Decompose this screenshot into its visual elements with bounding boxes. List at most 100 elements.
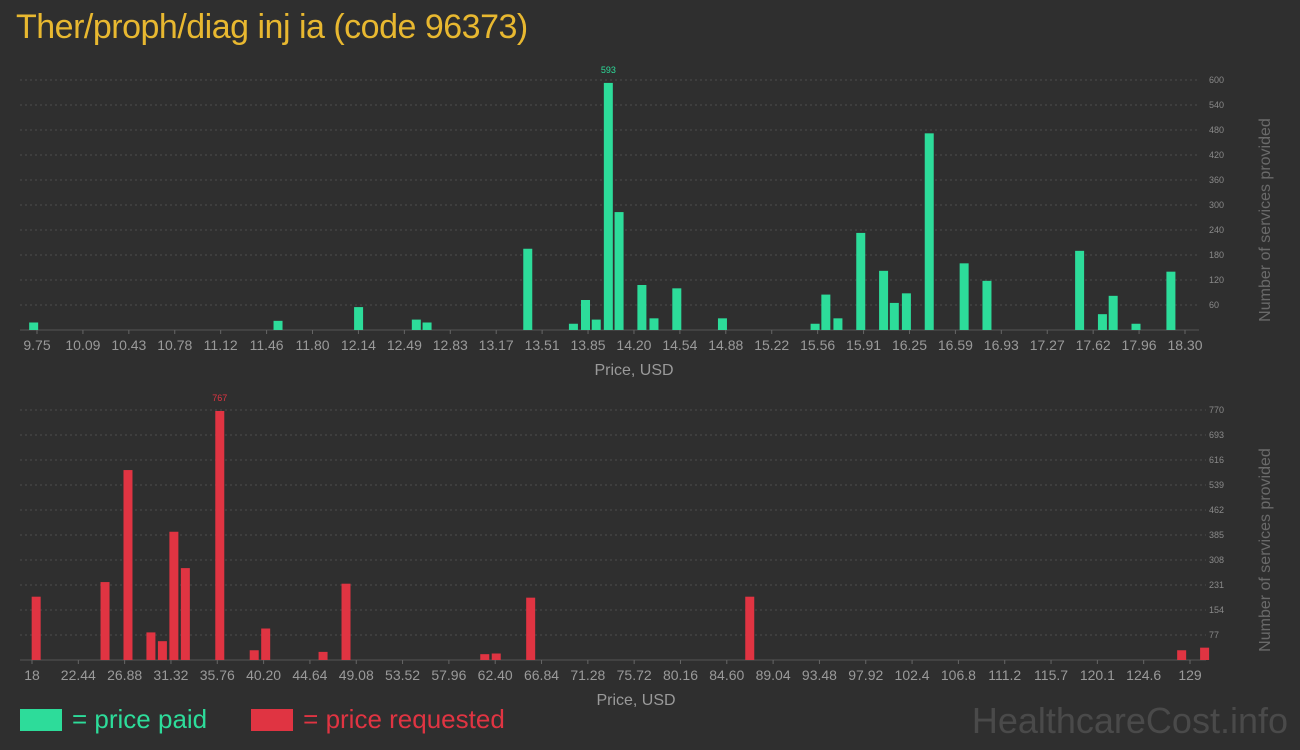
x-tick-label: 75.72 [617, 667, 652, 683]
x-tick-label: 53.52 [385, 667, 420, 683]
y-tick-label: 154 [1209, 605, 1224, 615]
bar [411, 319, 421, 330]
bar [157, 641, 167, 660]
x-tick-label: 62.40 [478, 667, 513, 683]
y-tick-label: 539 [1209, 480, 1224, 490]
paid-histogram: 60 120 180 240 300 360 420 480 540 600 9.75 10.09 10… [20, 65, 1274, 379]
x-tick-label: 80.16 [663, 667, 698, 683]
chart-title: Ther/proph/diag inj ia (code 96373) [16, 8, 528, 46]
x-tick-label: 13.17 [479, 337, 514, 353]
bar [1177, 650, 1187, 660]
y-tick-label: 693 [1209, 430, 1224, 440]
bar [341, 583, 351, 660]
bar [568, 323, 578, 330]
legend-swatch-requested [251, 708, 294, 731]
bar [180, 568, 190, 660]
y-tick-label: 300 [1209, 200, 1224, 210]
bar [31, 596, 41, 660]
y-tick-label: 616 [1209, 455, 1224, 465]
bar [318, 651, 328, 660]
x-tick-label: 71.28 [570, 667, 605, 683]
x-tick-label: 11.12 [204, 337, 238, 353]
x-tick-label: 84.60 [709, 667, 744, 683]
bar [249, 650, 259, 660]
max-value-label: 593 [601, 65, 616, 75]
bar [672, 288, 682, 330]
y-tick-label: 480 [1209, 125, 1224, 135]
x-tick-label: 106.8 [941, 667, 976, 683]
x-tick-label: 16.59 [938, 337, 973, 353]
x-tick-label: 120.1 [1080, 667, 1115, 683]
y-tick-label: 60 [1209, 300, 1219, 310]
x-tick-label: 12.49 [387, 337, 422, 353]
x-tick-label: 15.91 [846, 337, 881, 353]
x-tick-label: 13.51 [525, 337, 560, 353]
y-tick-label: 385 [1209, 530, 1224, 540]
y-tick-label: 240 [1209, 225, 1224, 235]
y-tick-label: 308 [1209, 555, 1224, 565]
x-tick-label: 17.27 [1030, 337, 1065, 353]
bar [603, 82, 613, 331]
bar [821, 294, 831, 330]
bar [123, 470, 133, 660]
bar [1097, 314, 1107, 330]
bar [959, 263, 969, 330]
bar [717, 318, 727, 330]
bar [354, 307, 364, 330]
x-tick-label: 12.14 [341, 337, 376, 353]
bar [889, 302, 899, 330]
x-tick-label: 35.76 [200, 667, 235, 683]
bar [169, 531, 179, 660]
x-tick-label: 57.96 [431, 667, 466, 683]
bar [637, 285, 647, 330]
bar [523, 248, 533, 330]
bar [146, 632, 156, 660]
bar [491, 653, 501, 660]
x-tick-label: 15.22 [754, 337, 789, 353]
bar [261, 628, 271, 660]
y-tick-label: 360 [1209, 175, 1224, 185]
y-tick-label: 540 [1209, 100, 1224, 110]
bar [273, 320, 283, 330]
bar [614, 212, 624, 330]
x-tick-label: 10.09 [65, 337, 100, 353]
x-tick-label: 111.2 [988, 667, 1021, 683]
x-tick-label: 17.96 [1122, 337, 1157, 353]
x-tick-label: 14.20 [616, 337, 651, 353]
bar [1075, 250, 1085, 330]
y-tick-label: 600 [1209, 75, 1224, 85]
x-tick-label: 9.75 [23, 337, 50, 353]
bar [856, 232, 866, 330]
legend-label-requested: = price requested [303, 704, 505, 734]
bar [649, 318, 659, 330]
y-tick-label: 180 [1209, 250, 1224, 260]
x-tick-label: 13.85 [571, 337, 606, 353]
bar [1131, 323, 1141, 330]
bar [1166, 271, 1176, 330]
y-tick-label: 77 [1209, 630, 1219, 640]
x-tick-label: 26.88 [107, 667, 142, 683]
x-tick-label: 16.25 [892, 337, 927, 353]
x-axis-label: Price, USD [594, 362, 673, 379]
bar [581, 300, 591, 330]
y-tick-label: 120 [1209, 275, 1224, 285]
y-tick-label: 420 [1209, 150, 1224, 160]
max-value-label: 767 [212, 393, 227, 403]
x-tick-label: 12.83 [433, 337, 468, 353]
x-tick-label: 49.08 [339, 667, 374, 683]
x-tick-label: 14.54 [662, 337, 697, 353]
y-axis-label: Number of services provided [1257, 448, 1274, 652]
legend-label-paid: = price paid [72, 704, 208, 734]
x-tick-label: 22.44 [61, 667, 96, 683]
bar [29, 322, 39, 330]
x-tick-label: 89.04 [756, 667, 791, 683]
bar [982, 280, 992, 330]
y-axis-label: Number of services provided [1257, 118, 1274, 322]
y-tick-label: 462 [1209, 505, 1224, 515]
bar [1200, 647, 1210, 660]
x-tick-label: 97.92 [848, 667, 883, 683]
x-tick-label: 66.84 [524, 667, 559, 683]
x-tick-label: 11.46 [250, 337, 284, 353]
watermark: HealthcareCost.info [971, 700, 1288, 741]
